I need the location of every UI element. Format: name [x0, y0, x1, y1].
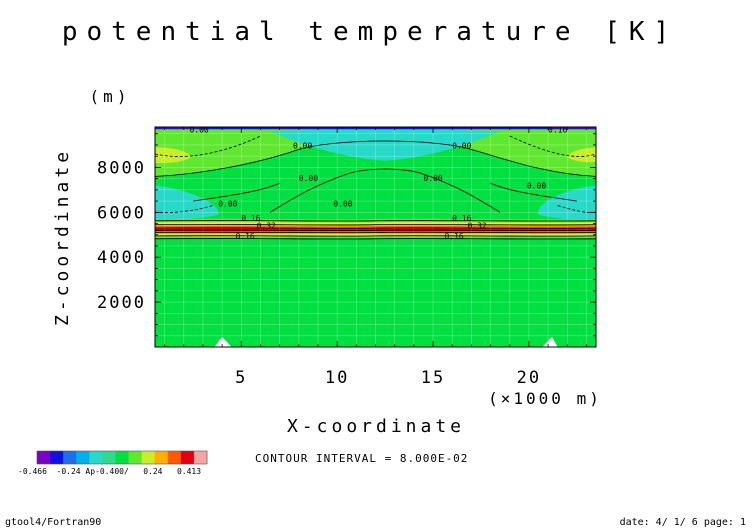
- footer-left: gtool4/Fortran90: [5, 517, 102, 528]
- footer-right: date: 4/ 1/ 6 page: 1: [619, 517, 746, 528]
- contour-label: 0.32: [467, 222, 486, 231]
- contour-label: 0.00: [299, 174, 318, 183]
- colorbar-swatch: [115, 451, 130, 464]
- contour-line: [490, 182, 577, 202]
- contour-line: [154, 238, 597, 240]
- colorbar-swatch: [128, 451, 143, 464]
- contour-label: 0.00: [333, 200, 352, 209]
- colorbar-tick-labels: -0.466 -0.24 Ap-0.400/ 0.24 0.413: [18, 467, 201, 476]
- field-top-purple: [548, 127, 596, 129]
- colorbar-swatch: [37, 451, 51, 464]
- field-upper-cyan: [270, 129, 501, 161]
- grid-lines: [155, 127, 596, 347]
- y-axis-unit: (m): [90, 87, 131, 106]
- contour-label: 0.16: [241, 214, 260, 223]
- contour-line: [269, 168, 501, 213]
- contour-line: [154, 227, 597, 229]
- colorbar-swatch: [141, 451, 156, 464]
- chart-title: potential temperature [K]: [62, 17, 678, 47]
- colorbar-swatch: [154, 451, 169, 464]
- field-blob: [155, 147, 192, 164]
- contour-labels: 0.00 0.16 0.00 0.00 0.00 0.00 0.00 0.00 0.00 0.16…: [189, 126, 567, 241]
- contour-label: 0.00: [423, 174, 442, 183]
- y-tick-label: 4000: [97, 248, 146, 268]
- y-axis-label: Z-coordinate: [52, 148, 73, 326]
- contour-label: 0.16: [548, 126, 567, 135]
- colorbar-swatch: [50, 451, 64, 464]
- x-tick-label: 15: [421, 368, 445, 388]
- y-tick-label: 8000: [97, 158, 146, 178]
- colorbar-swatch: [89, 451, 103, 464]
- x-tick-label: 10: [325, 368, 349, 388]
- y-tick-label: 6000: [97, 203, 146, 223]
- contour-line: [154, 224, 597, 226]
- boundary-gap: [542, 336, 558, 347]
- colorbar-frame: [36, 450, 208, 465]
- colorbar-swatch: [76, 451, 90, 464]
- contour-line: [154, 235, 597, 237]
- contour-line: [154, 229, 597, 231]
- colorbar-swatch: [180, 451, 195, 464]
- contour-lines: [154, 135, 597, 240]
- field-side-cyan: [155, 185, 219, 220]
- field-upper-lime: [155, 128, 596, 177]
- colorbar: [36, 450, 208, 465]
- contour-label: 0.00: [293, 141, 312, 150]
- contour-line: [154, 220, 597, 222]
- y-tick-label: 2000: [97, 293, 146, 313]
- colorbar-swatch: [102, 451, 116, 464]
- contour-line: [193, 182, 280, 202]
- contour-label: 0.00: [452, 141, 471, 150]
- colorbar-swatch: [63, 451, 77, 464]
- y-axis-ticks: 2000 4000 6000 8000: [97, 133, 596, 337]
- contour-label: 0.00: [189, 126, 208, 135]
- x-tick-label: 20: [517, 368, 541, 388]
- contour-line-dashed: [509, 135, 597, 157]
- contour-line-dashed: [154, 135, 261, 157]
- contour-label: 0.16: [235, 232, 254, 241]
- boundary-gap: [214, 336, 232, 347]
- field-blob: [567, 147, 596, 163]
- field-top-purple: [155, 127, 203, 129]
- colorbar-swatch: [167, 451, 182, 464]
- contour-label: 0.16: [444, 232, 463, 241]
- contour-line: [154, 231, 597, 234]
- contour-label: 0.00: [218, 200, 237, 209]
- x-axis-unit: (×1000 m): [488, 389, 602, 408]
- x-axis-label: X-coordinate: [287, 416, 465, 437]
- field-side-cyan: [538, 185, 596, 220]
- contour-label: 0.32: [257, 222, 276, 231]
- x-axis-ticks: 5 10 15 20: [164, 127, 587, 388]
- contour-line: [154, 140, 597, 177]
- contour-label: 0.16: [452, 214, 471, 223]
- contour-interval-text: CONTOUR INTERVAL = 8.000E-02: [255, 452, 468, 465]
- x-tick-label: 5: [235, 368, 247, 388]
- contour-label: 0.00: [527, 182, 546, 191]
- colorbar-swatch: [193, 451, 208, 464]
